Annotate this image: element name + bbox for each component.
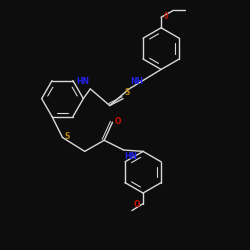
Text: S: S <box>65 132 70 141</box>
Text: NH: NH <box>130 76 143 86</box>
Text: O: O <box>164 12 168 20</box>
Text: O: O <box>134 200 140 209</box>
Text: O: O <box>114 116 121 126</box>
Text: S: S <box>124 88 130 97</box>
Text: HN: HN <box>76 77 89 86</box>
Text: HN: HN <box>125 152 138 161</box>
